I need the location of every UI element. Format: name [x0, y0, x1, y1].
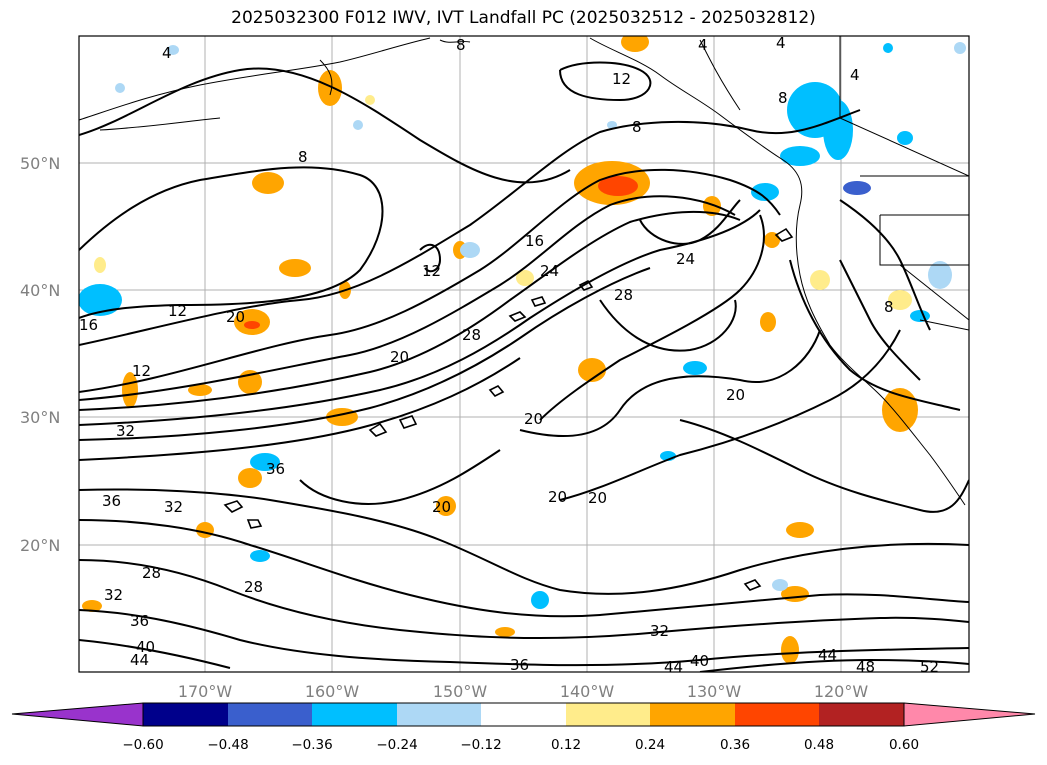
contour-label: 8: [456, 36, 466, 54]
contour-label: 12: [612, 70, 631, 88]
contour-label: 36: [102, 492, 121, 510]
lat-label: 40°N: [20, 281, 60, 300]
colorbar-bin: [397, 703, 481, 726]
colorbar-bin: [481, 703, 566, 726]
contour-label: 32: [104, 586, 123, 604]
colorbar-bin: [650, 703, 735, 726]
colorbar-bin: [819, 703, 904, 726]
colorbar-bin: [735, 703, 819, 726]
colorbar-bin: [228, 703, 312, 726]
colorbar-bin: [566, 703, 650, 726]
contour-label: 12: [132, 362, 151, 380]
contour-label: 36: [130, 612, 149, 630]
contour-label: 8: [884, 298, 894, 316]
colorbar-extend-min: [11, 702, 144, 727]
map-area: [79, 36, 969, 672]
contour-label: 44: [818, 646, 837, 664]
contour-label: 16: [79, 316, 98, 334]
lat-label: 20°N: [20, 536, 60, 555]
contour-label: 20: [588, 489, 607, 507]
colorbar: −0.60 −0.48 −0.36 −0.24 −0.12 0.12 0.24 …: [11, 702, 1036, 753]
colorbar-tick: −0.12: [460, 737, 501, 753]
colorbar-tick: −0.60: [122, 737, 163, 753]
colorbar-tick: −0.48: [207, 737, 248, 753]
contour-label: 32: [650, 622, 669, 640]
lat-label: 30°N: [20, 408, 60, 427]
colorbar-extend-max: [903, 702, 1036, 727]
contour-label: 12: [422, 262, 441, 280]
contour-label: 24: [676, 250, 695, 268]
contour-label: 12: [168, 302, 187, 320]
contour-label: 24: [540, 262, 559, 280]
contour-label: 40: [136, 638, 155, 656]
iwv-contours: [79, 61, 969, 672]
colorbar-tick: −0.36: [291, 737, 332, 753]
lon-label: 140°W: [560, 682, 615, 701]
coastlines: [79, 36, 969, 506]
contour-label: 28: [462, 326, 481, 344]
contour-label: 28: [614, 286, 633, 304]
contour-label: 44: [664, 658, 683, 676]
contour-label: 36: [266, 460, 285, 478]
colorbar-tick: 0.60: [889, 737, 919, 753]
contour-label: 8: [298, 148, 308, 166]
small-contours: [223, 227, 794, 591]
contour-label: 8: [632, 118, 642, 136]
contour-label: 40: [690, 652, 709, 670]
contour-label: 48: [856, 658, 875, 676]
lon-label: 160°W: [305, 682, 360, 701]
contour-label: 20: [548, 488, 567, 506]
colorbar-tick: 0.48: [804, 737, 834, 753]
lon-label: 170°W: [178, 682, 233, 701]
map-title: 2025032300 F012 IWV, IVT Landfall PC (20…: [231, 8, 816, 28]
contour-label: 4: [162, 44, 172, 62]
contour-label: 44: [130, 651, 149, 669]
colorbar-tick: −0.24: [376, 737, 417, 753]
contour-label: 20: [226, 308, 245, 326]
map-frame: [78, 35, 970, 673]
contour-label: 28: [142, 564, 161, 582]
contour-label: 32: [116, 422, 135, 440]
contour-label: 4: [776, 34, 786, 52]
contour-label: 4: [850, 66, 860, 84]
contour-label: 32: [164, 498, 183, 516]
contour-label: 36: [510, 656, 529, 674]
contour-label: 4: [698, 36, 708, 54]
pc-shading: [79, 36, 966, 664]
contour-label: 20: [524, 410, 543, 428]
colorbar-tick: 0.24: [635, 737, 665, 753]
colorbar-outline: [142, 702, 905, 727]
colorbar-tick: 0.36: [720, 737, 750, 753]
contour-label: 20: [726, 386, 745, 404]
colorbar-bin: [312, 703, 397, 726]
lat-labels: 50°N 40°N 30°N 20°N: [20, 154, 60, 555]
contour-label: 8: [778, 89, 788, 107]
lon-labels: 170°W 160°W 150°W 140°W 130°W 120°W: [178, 682, 869, 701]
lon-label: 120°W: [814, 682, 869, 701]
contour-labels: 4 8 4 4 8 4 12 8 8 12 16 24 24 28 28 20 …: [79, 34, 939, 676]
colorbar-tick: 0.12: [551, 737, 581, 753]
lon-label: 150°W: [433, 682, 488, 701]
contour-label: 20: [432, 498, 451, 516]
contour-label: 52: [920, 658, 939, 676]
lon-label: 130°W: [687, 682, 742, 701]
lat-label: 50°N: [20, 154, 60, 173]
colorbar-bin: [143, 703, 228, 726]
contour-label: 16: [525, 232, 544, 250]
contour-label: 20: [390, 348, 409, 366]
contour-label: 28: [244, 578, 263, 596]
